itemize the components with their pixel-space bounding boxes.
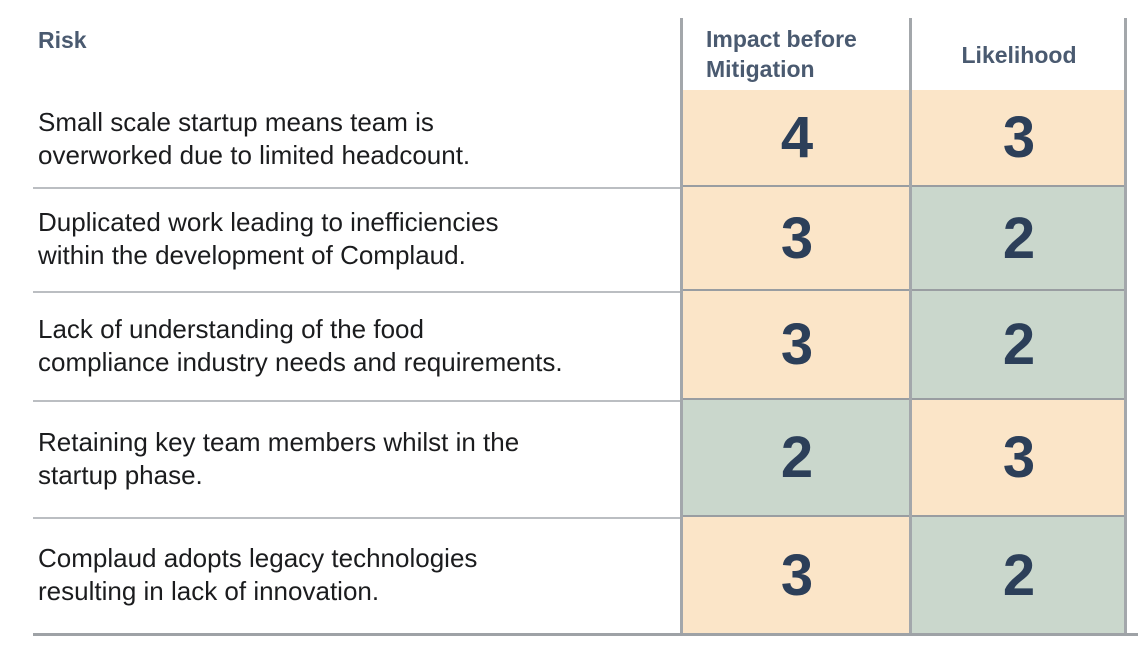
impact-score-cell: 3: [683, 291, 911, 400]
risk-description-text: Duplicated work leading to inefficiencie…: [38, 206, 499, 272]
table-row: Retaining key team members whilst in the…: [0, 400, 1144, 519]
likelihood-score-cell: 3: [911, 400, 1127, 517]
impact-header-line-1: Impact before: [706, 26, 857, 52]
likelihood-score-cell: 2: [911, 517, 1127, 633]
table-right-border-line: [1124, 18, 1127, 633]
risk-description-cell: Complaud adopts legacy technologies resu…: [0, 517, 683, 633]
risk-text-line: Retaining key team members whilst in the: [38, 426, 520, 457]
table-row: Small scale startup means team is overwo…: [0, 90, 1144, 189]
risk-text-line: Duplicated work leading to inefficiencie…: [38, 207, 499, 237]
column-header-risk: Risk: [38, 27, 87, 53]
impact-score-cell: 3: [683, 187, 911, 291]
impact-header-line-2: Mitigation: [706, 56, 815, 82]
column-header-likelihood: Likelihood: [961, 42, 1077, 68]
impact-score-cell: 4: [683, 90, 911, 187]
column-divider-line: [909, 18, 912, 633]
risk-description-text: Small scale startup means team is overwo…: [38, 106, 470, 172]
risk-text-line: resulting in lack of innovation.: [38, 576, 380, 606]
risk-text-line: Lack of understanding of the food: [38, 313, 424, 344]
risk-description-cell: Retaining key team members whilst in the…: [0, 400, 683, 519]
table-row: Complaud adopts legacy technologies resu…: [0, 517, 1144, 633]
risk-description-text: Lack of understanding of the food compli…: [38, 313, 563, 379]
table-row: Lack of understanding of the food compli…: [0, 291, 1144, 402]
risk-text-line: compliance industry needs and requiremen…: [38, 346, 563, 377]
column-header-impact-before-mitigation: Impact before Mitigation: [706, 24, 896, 84]
table-bottom-border-line: [33, 633, 1138, 636]
risk-text-line: startup phase.: [38, 459, 203, 490]
table-row: Duplicated work leading to inefficiencie…: [0, 187, 1144, 293]
risk-description-cell: Lack of understanding of the food compli…: [0, 291, 683, 402]
risk-text-line: within the development of Complaud.: [38, 240, 466, 270]
impact-score-cell: 3: [683, 517, 911, 633]
risk-description-text: Retaining key team members whilst in the…: [38, 426, 519, 492]
likelihood-score-cell: 3: [911, 90, 1127, 187]
risk-text-line: Small scale startup means team is: [38, 106, 434, 137]
risk-description-text: Complaud adopts legacy technologies resu…: [38, 542, 477, 608]
impact-score-cell: 2: [683, 400, 911, 517]
likelihood-score-cell: 2: [911, 187, 1127, 291]
risk-description-cell: Duplicated work leading to inefficiencie…: [0, 187, 683, 293]
risk-text-line: overworked due to limited headcount.: [38, 139, 471, 170]
risk-text-line: Complaud adopts legacy technologies: [38, 543, 478, 573]
likelihood-score-cell: 2: [911, 291, 1127, 400]
column-divider-line: [680, 18, 683, 633]
risk-description-cell: Small scale startup means team is overwo…: [0, 90, 683, 189]
